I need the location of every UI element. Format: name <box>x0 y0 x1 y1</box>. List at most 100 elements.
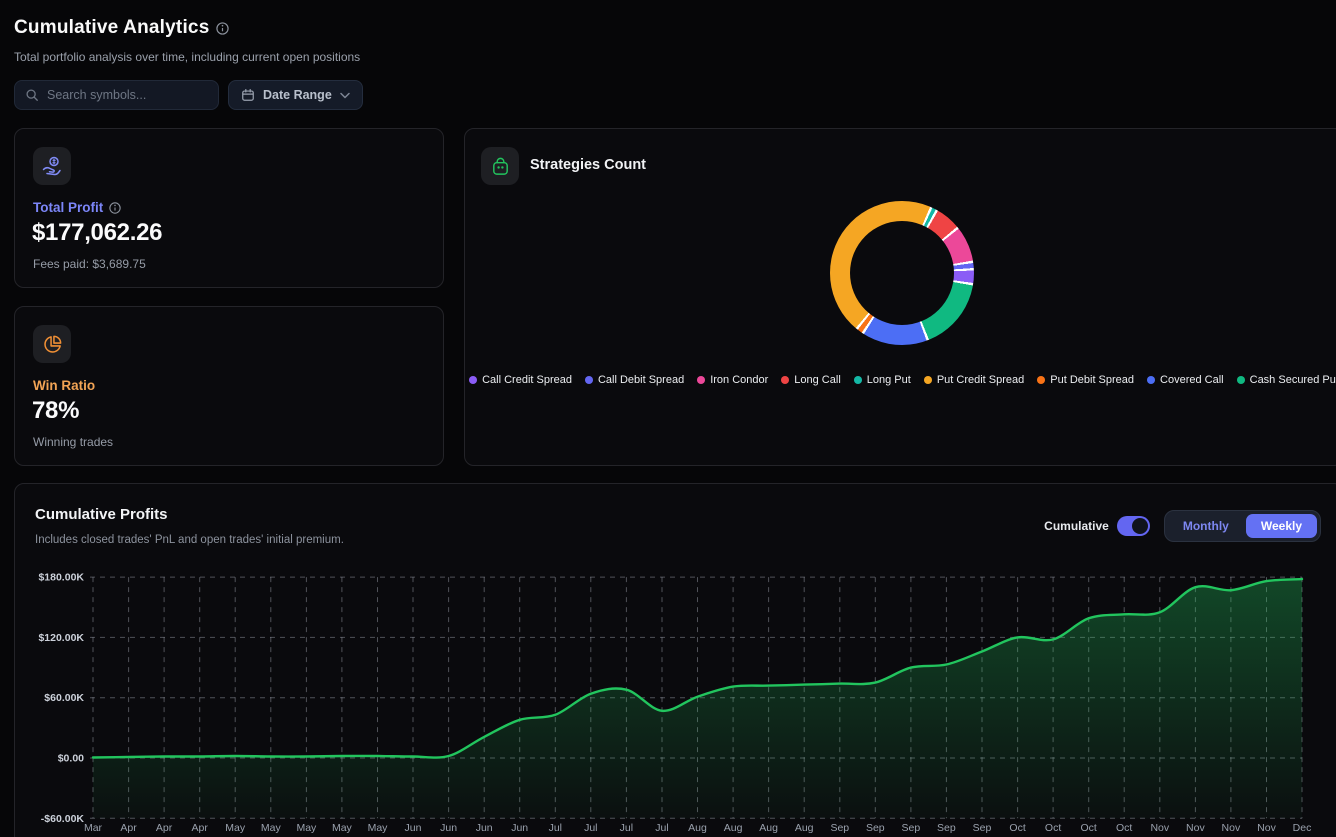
donut-hole <box>850 221 954 325</box>
legend-label: Call Debit Spread <box>598 374 684 386</box>
legend-item[interactable]: Call Debit Spread <box>585 374 684 386</box>
y-tick-label: $180.00K <box>38 572 84 584</box>
x-tick-label: Sep <box>973 822 992 834</box>
toolbar: Date Range <box>14 80 363 110</box>
x-tick-label: Nov <box>1257 822 1276 834</box>
analytics-dashboard: Cumulative Analytics Total portfolio ana… <box>0 0 1336 837</box>
x-tick-label: Aug <box>759 822 778 834</box>
x-tick-label: Aug <box>795 822 814 834</box>
legend-item[interactable]: Put Debit Spread <box>1037 374 1134 386</box>
y-tick-label: $120.00K <box>38 632 84 644</box>
legend-dot <box>697 376 705 384</box>
search-box <box>14 80 219 110</box>
legend-label: Put Debit Spread <box>1050 374 1134 386</box>
strategies-count-title: Strategies Count <box>530 157 646 173</box>
legend-item[interactable]: Long Put <box>854 374 911 386</box>
win-ratio-card: Win Ratio 78% Winning trades <box>14 306 444 466</box>
toggle-knob <box>1132 518 1148 534</box>
total-profit-label: Total Profit <box>33 200 121 215</box>
win-ratio-label: Win Ratio <box>33 378 95 393</box>
x-tick-label: Oct <box>1009 822 1025 834</box>
x-tick-label: Jun <box>405 822 422 834</box>
legend-label: Call Credit Spread <box>482 374 572 386</box>
strategies-legend: Call Credit Spread Call Debit Spread Iron … <box>465 374 1336 386</box>
legend-label: Covered Call <box>1160 374 1224 386</box>
x-tick-label: Sep <box>937 822 956 834</box>
fees-paid-text: Fees paid: $3,689.75 <box>33 257 146 271</box>
x-tick-label: Aug <box>724 822 743 834</box>
calendar-icon <box>241 88 255 102</box>
legend-label: Cash Secured Put <box>1250 374 1336 386</box>
win-ratio-value: 78% <box>32 397 79 425</box>
info-icon[interactable] <box>109 202 121 214</box>
x-tick-label: Jun <box>511 822 528 834</box>
tab-weekly[interactable]: Weekly <box>1246 514 1317 538</box>
x-tick-label: Nov <box>1186 822 1205 834</box>
legend-item[interactable]: Long Call <box>781 374 840 386</box>
y-tick-label: $60.00K <box>44 692 84 704</box>
legend-dot <box>1147 376 1155 384</box>
chevron-down-icon <box>340 92 350 99</box>
legend-item[interactable]: Covered Call <box>1147 374 1224 386</box>
y-tick-label: $0.00 <box>58 753 84 765</box>
cumulative-profits-chart: $180.00K $120.00K $60.00K $0.00 -$60.00KMar A… <box>0 565 1336 837</box>
legend-dot <box>1037 376 1045 384</box>
legend-item[interactable]: Call Credit Spread <box>469 374 572 386</box>
info-icon[interactable] <box>216 22 229 35</box>
legend-label: Put Credit Spread <box>937 374 1024 386</box>
x-tick-label: Oct <box>1116 822 1132 834</box>
x-tick-label: Aug <box>688 822 707 834</box>
x-tick-label: Mar <box>84 822 103 834</box>
legend-item[interactable]: Cash Secured Put <box>1237 374 1336 386</box>
x-tick-label: Dec <box>1293 822 1312 834</box>
x-tick-label: May <box>225 822 246 834</box>
page-title-text: Cumulative Analytics <box>14 17 209 39</box>
x-tick-label: Oct <box>1081 822 1097 834</box>
x-tick-label: May <box>332 822 353 834</box>
period-segmented-control: Monthly Weekly <box>1164 510 1321 542</box>
chart-controls: Cumulative Monthly Weekly <box>1044 510 1321 542</box>
x-tick-label: Sep <box>902 822 921 834</box>
x-tick-label: Sep <box>830 822 849 834</box>
total-profit-card: Total Profit $177,062.26 Fees paid: $3,6… <box>14 128 444 288</box>
x-tick-label: May <box>296 822 317 834</box>
legend-item[interactable]: Put Credit Spread <box>924 374 1024 386</box>
legend-dot <box>585 376 593 384</box>
date-range-label: Date Range <box>263 88 332 102</box>
legend-dot <box>854 376 862 384</box>
legend-dot <box>469 376 477 384</box>
cumulative-toggle-label: Cumulative <box>1044 519 1109 533</box>
x-tick-label: May <box>368 822 389 834</box>
cumulative-profits-title: Cumulative Profits <box>35 506 168 523</box>
x-tick-label: Nov <box>1150 822 1169 834</box>
x-tick-label: May <box>261 822 282 834</box>
legend-dot <box>1237 376 1245 384</box>
x-tick-label: Jul <box>620 822 633 834</box>
legend-dot <box>781 376 789 384</box>
search-input[interactable] <box>47 88 208 102</box>
x-tick-label: Apr <box>192 822 209 834</box>
page-title: Cumulative Analytics <box>14 17 229 39</box>
hand-coin-icon <box>33 147 71 185</box>
page-subtitle: Total portfolio analysis over time, incl… <box>14 50 360 64</box>
cumulative-profits-subtitle: Includes closed trades' PnL and open tra… <box>35 534 344 546</box>
x-tick-label: Apr <box>156 822 173 834</box>
legend-item[interactable]: Iron Condor <box>697 374 768 386</box>
shopping-bag-icon <box>481 147 519 185</box>
total-profit-label-text: Total Profit <box>33 200 103 215</box>
pie-chart-icon <box>33 325 71 363</box>
search-icon <box>25 88 39 102</box>
x-tick-label: Oct <box>1045 822 1061 834</box>
legend-label: Long Put <box>867 374 911 386</box>
strategies-count-card: Strategies Count Call Credit SpreadCall … <box>464 128 1336 466</box>
tab-monthly[interactable]: Monthly <box>1168 514 1244 538</box>
x-tick-label: Sep <box>866 822 885 834</box>
y-tick-label: -$60.00K <box>41 813 85 825</box>
total-profit-value: $177,062.26 <box>32 219 162 247</box>
legend-dot <box>924 376 932 384</box>
win-ratio-label-text: Win Ratio <box>33 378 95 393</box>
legend-label: Long Call <box>794 374 840 386</box>
legend-label: Iron Condor <box>710 374 768 386</box>
date-range-button[interactable]: Date Range <box>228 80 363 110</box>
cumulative-toggle[interactable] <box>1117 516 1150 536</box>
